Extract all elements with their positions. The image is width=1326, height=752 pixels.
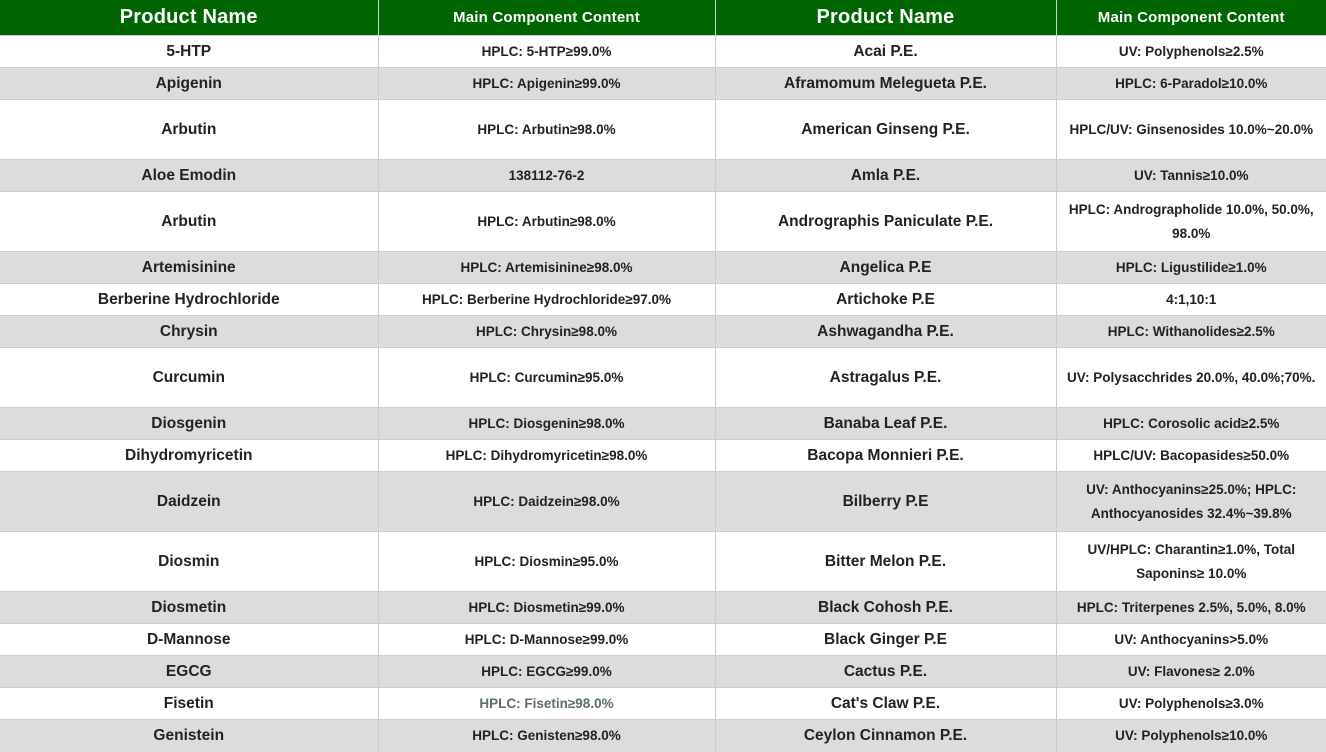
product-right-cell: Bilberry P.E — [715, 471, 1057, 532]
product-right-cell: Angelica P.E — [715, 251, 1057, 284]
table-row: Diosmin HPLC: Diosmin≥95.0% Bitter Melon… — [0, 531, 1326, 592]
content-right-cell: HPLC/UV: Bacopasides≥50.0% — [1056, 439, 1326, 472]
content-left-cell: 138112-76-2 — [378, 159, 716, 192]
table-row: Artemisinine HPLC: Artemisinine≥98.0% An… — [0, 251, 1326, 284]
content-right-cell: UV: Polyphenols≥3.0% — [1056, 687, 1326, 720]
content-right-cell: UV/HPLC: Charantin≥1.0%, Total Saponins≥… — [1056, 531, 1326, 592]
column-header-main-component-content-right: Main Component Content — [1056, 0, 1326, 36]
product-right-cell: Ceylon Cinnamon P.E. — [715, 719, 1057, 752]
table-header-row: Product Name Main Component Content Prod… — [0, 0, 1326, 36]
product-left-cell: Arbutin — [0, 191, 379, 252]
product-right-cell: Amla P.E. — [715, 159, 1057, 192]
column-header-product-name-left: Product Name — [0, 0, 379, 36]
content-right-cell: UV: Polyphenols≥2.5% — [1056, 35, 1326, 68]
table-row: Apigenin HPLC: Apigenin≥99.0% Aframomum … — [0, 67, 1326, 100]
product-left-cell: Chrysin — [0, 315, 379, 348]
table-row: EGCG HPLC: EGCG≥99.0% Cactus P.E. UV: Fl… — [0, 655, 1326, 688]
content-right-cell: UV: Flavones≥ 2.0% — [1056, 655, 1326, 688]
product-left-cell: Berberine Hydrochloride — [0, 283, 379, 316]
product-left-cell: Daidzein — [0, 471, 379, 532]
content-right-cell: HPLC: 6-Paradol≥10.0% — [1056, 67, 1326, 100]
content-right-cell: HPLC: Andrographolide 10.0%, 50.0%, 98.0… — [1056, 191, 1326, 252]
table-row: Diosmetin HPLC: Diosmetin≥99.0% Black Co… — [0, 591, 1326, 624]
content-left-cell: HPLC: Arbutin≥98.0% — [378, 99, 716, 160]
table-row: Chrysin HPLC: Chrysin≥98.0% Ashwagandha … — [0, 315, 1326, 348]
product-left-cell: Arbutin — [0, 99, 379, 160]
table-row: Dihydromyricetin HPLC: Dihydromyricetin≥… — [0, 439, 1326, 472]
product-left-cell: Curcumin — [0, 347, 379, 408]
content-left-cell: HPLC: Daidzein≥98.0% — [378, 471, 716, 532]
product-left-cell: 5-HTP — [0, 35, 379, 68]
product-right-cell: Cactus P.E. — [715, 655, 1057, 688]
product-right-cell: Black Ginger P.E — [715, 623, 1057, 656]
table-row: Arbutin HPLC: Arbutin≥98.0% Andrographis… — [0, 191, 1326, 252]
product-left-cell: Fisetin — [0, 687, 379, 720]
table-body: 5-HTP HPLC: 5-HTP≥99.0% Acai P.E. UV: Po… — [0, 35, 1326, 752]
product-right-cell: American Ginseng P.E. — [715, 99, 1057, 160]
product-left-cell: Aloe Emodin — [0, 159, 379, 192]
content-right-cell: UV: Anthocyanins>5.0% — [1056, 623, 1326, 656]
table-row: Diosgenin HPLC: Diosgenin≥98.0% Banaba L… — [0, 407, 1326, 440]
content-right-cell: UV: Polyphenols≥10.0% — [1056, 719, 1326, 752]
content-right-cell: HPLC/UV: Ginsenosides 10.0%~20.0% — [1056, 99, 1326, 160]
product-right-cell: Acai P.E. — [715, 35, 1057, 68]
product-right-cell: Astragalus P.E. — [715, 347, 1057, 408]
content-right-cell: HPLC: Withanolides≥2.5% — [1056, 315, 1326, 348]
content-left-cell: HPLC: Arbutin≥98.0% — [378, 191, 716, 252]
content-left-cell: HPLC: Fisetin≥98.0% — [378, 687, 716, 720]
content-left-cell: HPLC: Chrysin≥98.0% — [378, 315, 716, 348]
table-row: Berberine Hydrochloride HPLC: Berberine … — [0, 283, 1326, 316]
content-left-cell: HPLC: Genisten≥98.0% — [378, 719, 716, 752]
table-row: Fisetin HPLC: Fisetin≥98.0% Cat's Claw P… — [0, 687, 1326, 720]
product-left-cell: D-Mannose — [0, 623, 379, 656]
content-right-cell: 4:1,10:1 — [1056, 283, 1326, 316]
product-right-cell: Aframomum Melegueta P.E. — [715, 67, 1057, 100]
content-left-cell: HPLC: Dihydromyricetin≥98.0% — [378, 439, 716, 472]
content-left-cell: HPLC: D-Mannose≥99.0% — [378, 623, 716, 656]
product-left-cell: Dihydromyricetin — [0, 439, 379, 472]
content-right-cell: HPLC: Triterpenes 2.5%, 5.0%, 8.0% — [1056, 591, 1326, 624]
content-left-cell: HPLC: Curcumin≥95.0% — [378, 347, 716, 408]
content-left-cell: HPLC: Diosgenin≥98.0% — [378, 407, 716, 440]
product-right-cell: Bitter Melon P.E. — [715, 531, 1057, 592]
content-left-cell: HPLC: Apigenin≥99.0% — [378, 67, 716, 100]
table-row: Genistein HPLC: Genisten≥98.0% Ceylon Ci… — [0, 719, 1326, 752]
product-right-cell: Bacopa Monnieri P.E. — [715, 439, 1057, 472]
table-row: 5-HTP HPLC: 5-HTP≥99.0% Acai P.E. UV: Po… — [0, 35, 1326, 68]
content-left-cell: HPLC: Diosmin≥95.0% — [378, 531, 716, 592]
column-header-main-component-content-left: Main Component Content — [378, 0, 716, 36]
table-row: Curcumin HPLC: Curcumin≥95.0% Astragalus… — [0, 347, 1326, 408]
product-left-cell: Diosmetin — [0, 591, 379, 624]
table-row: D-Mannose HPLC: D-Mannose≥99.0% Black Gi… — [0, 623, 1326, 656]
content-right-cell: HPLC: Corosolic acid≥2.5% — [1056, 407, 1326, 440]
table-row: Daidzein HPLC: Daidzein≥98.0% Bilberry P… — [0, 471, 1326, 532]
product-right-cell: Ashwagandha P.E. — [715, 315, 1057, 348]
table-row: Arbutin HPLC: Arbutin≥98.0% American Gin… — [0, 99, 1326, 160]
content-left-cell: HPLC: Berberine Hydrochloride≥97.0% — [378, 283, 716, 316]
product-right-cell: Cat's Claw P.E. — [715, 687, 1057, 720]
product-left-cell: Diosmin — [0, 531, 379, 592]
product-left-cell: Artemisinine — [0, 251, 379, 284]
table-row: Aloe Emodin 138112-76-2 Amla P.E. UV: Ta… — [0, 159, 1326, 192]
product-left-cell: Genistein — [0, 719, 379, 752]
product-left-cell: Diosgenin — [0, 407, 379, 440]
product-right-cell: Artichoke P.E — [715, 283, 1057, 316]
product-left-cell: EGCG — [0, 655, 379, 688]
content-left-cell: HPLC: 5-HTP≥99.0% — [378, 35, 716, 68]
content-right-cell: UV: Tannis≥10.0% — [1056, 159, 1326, 192]
content-right-cell: UV: Anthocyanins≥25.0%; HPLC: Anthocyano… — [1056, 471, 1326, 532]
column-header-product-name-right: Product Name — [715, 0, 1057, 36]
product-right-cell: Banaba Leaf P.E. — [715, 407, 1057, 440]
content-right-cell: HPLC: Ligustilide≥1.0% — [1056, 251, 1326, 284]
product-right-cell: Black Cohosh P.E. — [715, 591, 1057, 624]
product-left-cell: Apigenin — [0, 67, 379, 100]
content-right-cell: UV: Polysacchrides 20.0%, 40.0%;70%. — [1056, 347, 1326, 408]
product-right-cell: Andrographis Paniculate P.E. — [715, 191, 1057, 252]
content-left-cell: HPLC: Artemisinine≥98.0% — [378, 251, 716, 284]
content-left-cell: HPLC: EGCG≥99.0% — [378, 655, 716, 688]
content-left-cell: HPLC: Diosmetin≥99.0% — [378, 591, 716, 624]
